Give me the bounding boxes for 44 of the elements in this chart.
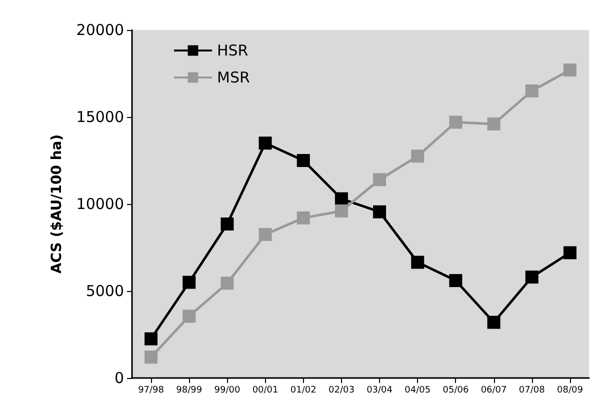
point [182, 276, 196, 289]
x-tick-label: 02/03 [328, 386, 354, 396]
point [144, 332, 158, 346]
x-tick-label: 06/07 [480, 386, 507, 396]
point [334, 192, 348, 206]
point [220, 218, 234, 231]
point [220, 276, 234, 290]
point [182, 310, 196, 323]
point [411, 150, 424, 163]
point [296, 154, 310, 167]
x-tick-label: 03/04 [366, 386, 393, 396]
x-tick-label: 97/98 [138, 386, 164, 396]
y-tick-label: 10000 [76, 195, 124, 213]
point [563, 64, 576, 77]
point [411, 256, 424, 269]
point [258, 136, 272, 150]
x-tick-label: 99/00 [214, 386, 240, 396]
point [258, 228, 272, 241]
y-axis-title: ACS ($AU/100 ha) [49, 134, 65, 274]
legend-label: HSR [217, 42, 248, 60]
point [487, 117, 500, 130]
y-tick-label: 20000 [76, 21, 124, 39]
x-tick-label: 00/01 [252, 386, 278, 396]
legend-label: MSR [217, 68, 250, 86]
y-tick-label: 5000 [86, 282, 124, 300]
x-tick-label: 04/05 [404, 386, 431, 396]
point [334, 204, 348, 218]
point [373, 205, 386, 218]
point [449, 116, 462, 129]
x-tick-label: 08/09 [556, 386, 584, 396]
y-tick-label: 15000 [76, 108, 124, 126]
x-tick-label: 07/08 [518, 386, 546, 396]
y-tick-label: 0 [114, 369, 124, 387]
point [525, 84, 538, 98]
point [373, 173, 386, 186]
point [525, 270, 538, 284]
point [296, 211, 310, 224]
x-tick-label: 01/02 [290, 386, 316, 396]
point [563, 246, 576, 260]
point [487, 316, 500, 329]
point [144, 350, 158, 364]
point [449, 274, 462, 288]
x-tick-label: 05/06 [442, 386, 469, 396]
x-tick-label: 98/99 [176, 386, 202, 396]
